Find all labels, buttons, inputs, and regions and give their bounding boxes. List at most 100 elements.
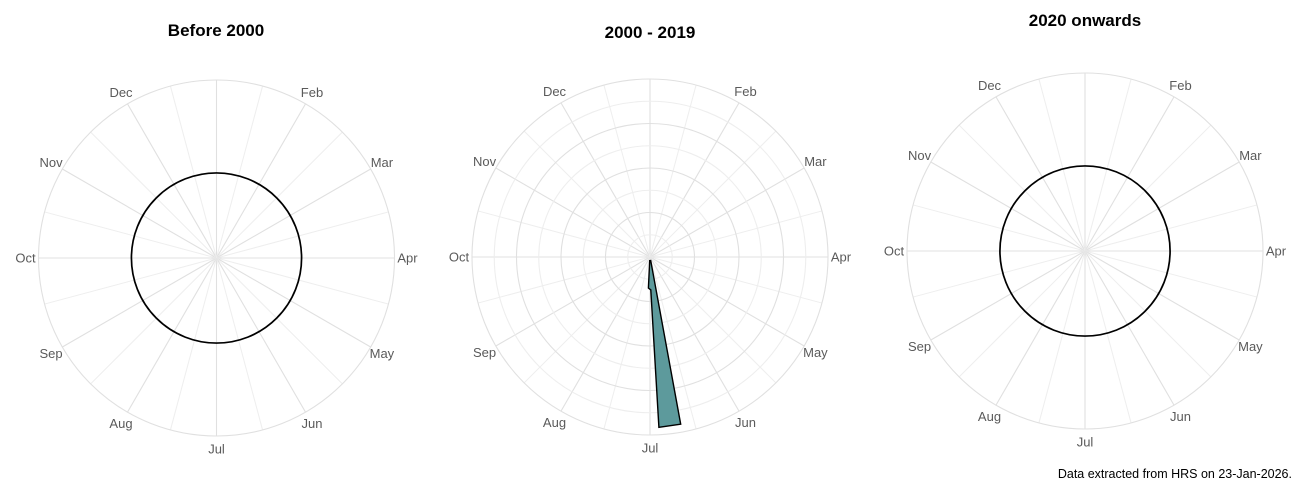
density-polygon	[647, 259, 682, 429]
grid-spoke	[995, 96, 1086, 252]
month-labels: Feb Mar Apr May Jun Jul Aug Sep Oct Nov Dec	[15, 85, 418, 456]
grid-spoke	[216, 257, 306, 413]
grid-spoke	[1084, 161, 1240, 252]
grid-spoke	[1084, 124, 1212, 252]
grid-ring	[493, 100, 807, 414]
month-label: Feb	[1169, 78, 1191, 93]
grid-spoke	[930, 161, 1086, 252]
month-label: Jul	[208, 442, 225, 457]
panel-title-before-2000: Before 2000	[168, 21, 264, 40]
grid-spoke	[930, 250, 1086, 341]
month-label: Mar	[1239, 148, 1262, 163]
polar-grid	[906, 72, 1264, 430]
grid-ring	[582, 189, 718, 325]
month-label: Jul	[642, 441, 659, 456]
grid-spoke	[1084, 250, 1175, 406]
month-label: Sep	[473, 345, 496, 360]
grid-spoke	[1084, 204, 1258, 252]
month-label: Mar	[804, 154, 827, 169]
grid-ring	[906, 72, 1264, 430]
month-label: Jun	[735, 415, 756, 430]
month-label: Jun	[1170, 409, 1191, 424]
month-label: Apr	[1266, 244, 1287, 259]
month-label: Dec	[109, 85, 133, 100]
month-label: Jun	[302, 416, 323, 431]
grid-spoke	[216, 257, 343, 385]
grid-spoke	[1084, 250, 1132, 424]
month-label: May	[803, 345, 828, 360]
grid-spoke	[1084, 250, 1258, 298]
grid-spoke	[90, 257, 217, 385]
month-label: Nov	[40, 155, 64, 170]
grid-spoke	[216, 257, 389, 305]
grid-spoke	[995, 250, 1086, 406]
month-label: Nov	[908, 148, 932, 163]
grid-spoke	[1084, 250, 1212, 378]
month-label: May	[1238, 339, 1263, 354]
grid-spoke	[1084, 250, 1240, 341]
month-label: Dec	[543, 84, 567, 99]
grid-spoke	[958, 124, 1086, 252]
month-label: Nov	[473, 154, 497, 169]
grid-spoke	[958, 250, 1086, 378]
grid-spoke	[1038, 78, 1086, 252]
grid-spoke	[169, 85, 217, 259]
grid-spoke	[216, 257, 264, 431]
grid-spoke	[1038, 250, 1086, 424]
month-label: Feb	[301, 85, 323, 100]
month-label: Mar	[371, 155, 394, 170]
month-label: Apr	[397, 251, 418, 266]
month-label: Sep	[40, 346, 63, 361]
panel-title-2000-2019: 2000 - 2019	[605, 23, 696, 42]
grid-ring	[37, 79, 396, 437]
polar-panel-2020-onwards: Feb Mar Apr May Jun Jul Aug Sep Oct Nov Dec	[884, 72, 1287, 450]
grid-spoke	[90, 131, 217, 259]
polar-grid	[471, 78, 829, 436]
density-circle	[999, 165, 1171, 337]
grid-spoke	[44, 211, 217, 259]
grid-spoke	[62, 168, 217, 259]
grid-spoke	[216, 211, 389, 259]
month-label: Oct	[449, 250, 470, 265]
month-label: Aug	[978, 409, 1001, 424]
grid-spoke	[912, 204, 1086, 252]
grid-ring	[538, 145, 762, 369]
month-label: Feb	[734, 84, 756, 99]
grid-spoke	[216, 85, 264, 259]
panel-title-2020-onwards: 2020 onwards	[1029, 11, 1141, 30]
month-label: Dec	[978, 78, 1002, 93]
grid-spoke	[169, 257, 217, 431]
month-label: Apr	[831, 250, 852, 265]
grid-spoke	[912, 250, 1086, 298]
grid-ring	[471, 78, 829, 436]
data-source-caption: Data extracted from HRS on 23-Jan-2026.	[1058, 467, 1292, 481]
grid-spoke	[216, 103, 306, 259]
grid-ring	[604, 211, 696, 303]
month-label: Sep	[908, 339, 931, 354]
polar-panel-2000-2019: Feb Mar Apr May Jun Jul Aug Sep Oct Nov Dec	[449, 78, 852, 456]
grid-spoke	[1084, 78, 1132, 252]
density-circle	[130, 172, 303, 344]
month-label: May	[370, 346, 395, 361]
month-labels: Feb Mar Apr May Jun Jul Aug Sep Oct Nov Dec	[449, 84, 852, 455]
grid-spoke	[216, 131, 343, 259]
grid-spoke	[216, 168, 371, 259]
month-label: Aug	[543, 415, 566, 430]
month-label: Oct	[884, 244, 905, 259]
grid-spoke	[44, 257, 217, 305]
month-label: Jul	[1077, 435, 1094, 450]
month-label: Oct	[15, 251, 36, 266]
grid-spoke	[1084, 96, 1175, 252]
month-label: Aug	[109, 416, 132, 431]
grid-ring	[515, 122, 785, 392]
polar-grid	[37, 79, 396, 437]
month-labels: Feb Mar Apr May Jun Jul Aug Sep Oct Nov Dec	[884, 78, 1287, 449]
grid-spoke	[216, 257, 371, 348]
grid-spoke	[127, 257, 217, 413]
grid-spoke	[62, 257, 217, 348]
grid-spoke	[127, 103, 217, 259]
polar-panel-before-2000: Feb Mar Apr May Jun Jul Aug Sep Oct Nov Dec	[15, 79, 418, 457]
grid-ring	[560, 167, 740, 347]
